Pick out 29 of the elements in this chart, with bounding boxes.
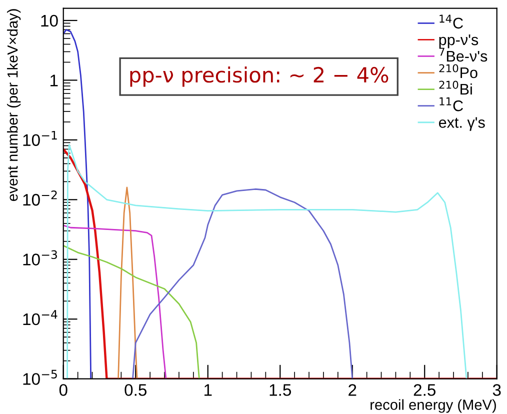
- x-tick-label: 3: [492, 384, 501, 396]
- x-tick-label: 1: [204, 384, 212, 396]
- x-tick-label: 1.5: [270, 384, 292, 396]
- legend-label: $^{210}$Bi: [439, 80, 472, 95]
- x-tick-label: 0: [59, 384, 68, 396]
- legend-label: $^{210}$Po: [439, 64, 478, 78]
- line-series: [63, 224, 167, 379]
- y-axis-title: event number (per 1keV×day): [7, 9, 21, 201]
- legend-label: $^{11}$C: [440, 97, 463, 112]
- x-axis-title: recoil energy (MeV): [370, 399, 496, 413]
- annotation: pp-ν precision: ∼ 2 − 4%: [130, 66, 388, 87]
- y-tick-label: 10$^{−5}$: [23, 370, 57, 385]
- line-series: [63, 29, 92, 379]
- y-tick-label: 10$^{−1}$: [23, 130, 57, 146]
- line-series: [132, 188, 354, 379]
- legend-label: $^{14}$C: [440, 14, 463, 29]
- legend-label: ext. γ's: [438, 117, 485, 131]
- line-series: [63, 244, 200, 379]
- y-tick-label: 10: [41, 14, 58, 27]
- line-series: [118, 186, 138, 379]
- x-tick-label: 2.5: [414, 384, 436, 396]
- legend-label: pp-ν's: [439, 34, 478, 48]
- x-tick-label: 0.5: [124, 384, 147, 396]
- x-tick-label: 2: [348, 384, 356, 396]
- legend-label: $^{7}$Be-ν's: [439, 48, 488, 62]
- y-tick-label: 10$^{−4}$: [23, 310, 58, 326]
- y-tick-label: 1: [50, 74, 58, 86]
- y-tick-label: 10$^{−2}$: [23, 190, 57, 206]
- y-tick-label: 10$^{−3}$: [23, 250, 57, 266]
